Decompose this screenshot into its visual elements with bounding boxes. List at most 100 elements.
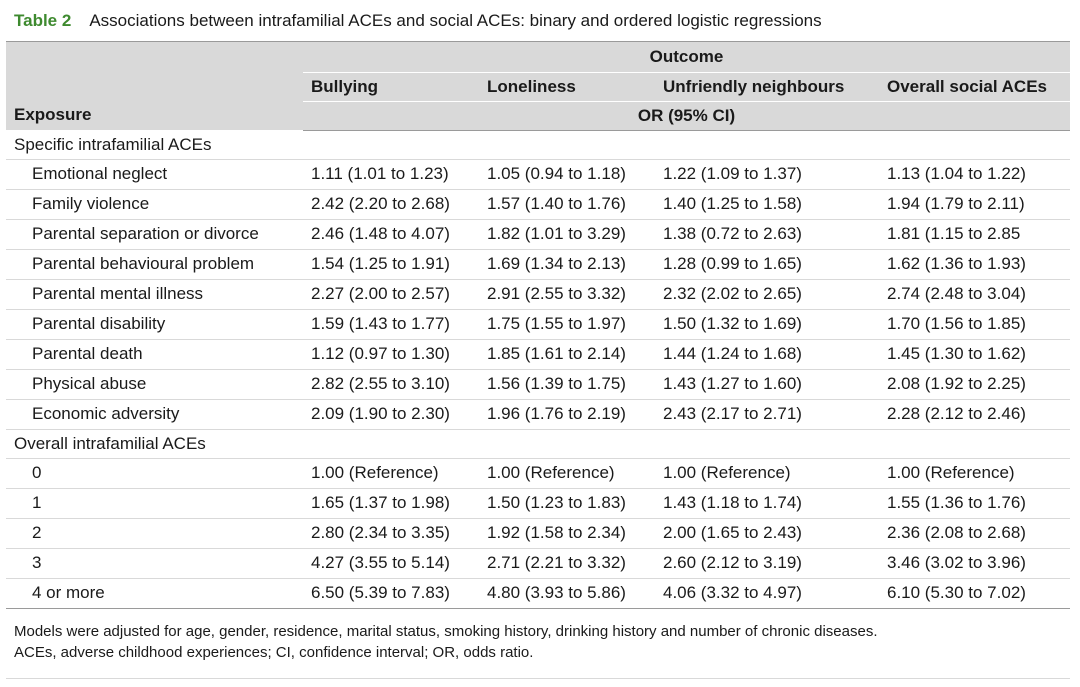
table-title: Associations between intrafamilial ACEs … bbox=[89, 10, 822, 30]
table-cell: 2.00 (1.65 to 2.43) bbox=[655, 518, 879, 549]
row-label: Family violence bbox=[6, 189, 303, 220]
column-header-overall-social-aces: Overall social ACEs bbox=[879, 72, 1070, 102]
table-cell: 1.69 (1.34 to 2.13) bbox=[479, 249, 655, 280]
table-cell: 1.54 (1.25 to 1.91) bbox=[303, 249, 479, 280]
table-cell: 1.50 (1.32 to 1.69) bbox=[655, 309, 879, 340]
table-cell: 1.70 (1.56 to 1.85) bbox=[879, 309, 1070, 340]
table-cell: 1.81 (1.15 to 2.85 bbox=[879, 219, 1070, 250]
table-cell: 1.40 (1.25 to 1.58) bbox=[655, 189, 879, 220]
row-label: 3 bbox=[6, 548, 303, 579]
section-title: Overall intrafamilial ACEs bbox=[6, 429, 1070, 459]
section-title: Specific intrafamilial ACEs bbox=[6, 130, 1070, 160]
row-label: Emotional neglect bbox=[6, 159, 303, 190]
row-label: Parental behavioural problem bbox=[6, 249, 303, 280]
table-label: Table 2 bbox=[14, 10, 72, 30]
table-row: Parental death 1.12 (0.97 to 1.30) 1.85 (1… bbox=[6, 339, 1070, 370]
table-cell: 1.05 (0.94 to 1.18) bbox=[479, 159, 655, 190]
table-cell: 1.13 (1.04 to 1.22) bbox=[879, 159, 1070, 190]
footnote-adjustment: Models were adjusted for age, gender, re… bbox=[14, 622, 878, 640]
table-row: 0 1.00 (Reference) 1.00 (Reference) 1.00 (R… bbox=[6, 458, 1070, 489]
table-row: Physical abuse 2.82 (2.55 to 3.10) 1.56 (1… bbox=[6, 369, 1070, 400]
table-cell: 1.50 (1.23 to 1.83) bbox=[479, 488, 655, 519]
table-cell: 1.75 (1.55 to 1.97) bbox=[479, 309, 655, 340]
row-label: Parental death bbox=[6, 339, 303, 370]
bottom-rule bbox=[6, 678, 1070, 679]
results-table: Exposure Outcome Bullying Loneliness Unf… bbox=[6, 42, 1070, 609]
table-row: Parental mental illness 2.27 (2.00 to 2.5… bbox=[6, 279, 1070, 310]
table-cell: 2.28 (2.12 to 2.46) bbox=[879, 399, 1070, 430]
table-cell: 2.71 (2.21 to 3.32) bbox=[479, 548, 655, 579]
table-cell: 1.44 (1.24 to 1.68) bbox=[655, 339, 879, 370]
row-label: Economic adversity bbox=[6, 399, 303, 430]
table-cell: 4.80 (3.93 to 5.86) bbox=[479, 578, 655, 609]
table-cell: 1.43 (1.27 to 1.60) bbox=[655, 369, 879, 400]
section-row: Specific intrafamilial ACEs bbox=[6, 130, 1070, 160]
table-row: Parental behavioural problem 1.54 (1.25 t… bbox=[6, 249, 1070, 280]
table-cell: 1.00 (Reference) bbox=[655, 458, 879, 489]
table-row: Parental separation or divorce 2.46 (1.48… bbox=[6, 219, 1070, 250]
table-cell: 2.91 (2.55 to 3.32) bbox=[479, 279, 655, 310]
table-cell: 2.36 (2.08 to 2.68) bbox=[879, 518, 1070, 549]
table-cell: 1.65 (1.37 to 1.98) bbox=[303, 488, 479, 519]
row-label: 2 bbox=[6, 518, 303, 549]
or-ci-header: OR (95% CI) bbox=[303, 101, 1070, 131]
table-cell: 2.46 (1.48 to 4.07) bbox=[303, 219, 479, 250]
table-row: 4 or more 6.50 (5.39 to 7.83) 4.80 (3.93 t… bbox=[6, 578, 1070, 609]
table-body: Specific intrafamilial ACEs Emotional neg… bbox=[6, 130, 1070, 609]
column-header-bullying: Bullying bbox=[303, 72, 479, 102]
table-cell: 1.59 (1.43 to 1.77) bbox=[303, 309, 479, 340]
table-cell: 1.45 (1.30 to 1.62) bbox=[879, 339, 1070, 370]
table-row: 2 2.80 (2.34 to 3.35) 1.92 (1.58 to 2.34) 2… bbox=[6, 518, 1070, 549]
row-label: 0 bbox=[6, 458, 303, 489]
table-cell: 1.28 (0.99 to 1.65) bbox=[655, 249, 879, 280]
row-label: Physical abuse bbox=[6, 369, 303, 400]
table-cell: 1.96 (1.76 to 2.19) bbox=[479, 399, 655, 430]
table-cell: 1.85 (1.61 to 2.14) bbox=[479, 339, 655, 370]
table-row: Family violence 2.42 (2.20 to 2.68) 1.57 (… bbox=[6, 189, 1070, 220]
table-row: 3 4.27 (3.55 to 5.14) 2.71 (2.21 to 3.32) 2… bbox=[6, 548, 1070, 579]
row-label: 1 bbox=[6, 488, 303, 519]
table-cell: 3.46 (3.02 to 3.96) bbox=[879, 548, 1070, 579]
row-label: Parental mental illness bbox=[6, 279, 303, 310]
table-cell: 2.32 (2.02 to 2.65) bbox=[655, 279, 879, 310]
table-cell: 2.74 (2.48 to 3.04) bbox=[879, 279, 1070, 310]
table-footnotes: Models were adjusted for age, gender, re… bbox=[6, 609, 1070, 663]
table-cell: 1.94 (1.79 to 2.11) bbox=[879, 189, 1070, 220]
row-label: Parental separation or divorce bbox=[6, 219, 303, 250]
table-caption: Table 2 Associations between intrafamili… bbox=[6, 0, 1070, 42]
table-cell: 1.00 (Reference) bbox=[303, 458, 479, 489]
table-cell: 2.82 (2.55 to 3.10) bbox=[303, 369, 479, 400]
table-row: Emotional neglect 1.11 (1.01 to 1.23) 1.05… bbox=[6, 159, 1070, 190]
table-header: Exposure Outcome Bullying Loneliness Unf… bbox=[6, 42, 1070, 131]
table-cell: 2.80 (2.34 to 3.35) bbox=[303, 518, 479, 549]
row-label: 4 or more bbox=[6, 578, 303, 609]
column-header-loneliness: Loneliness bbox=[479, 72, 655, 102]
section-row: Overall intrafamilial ACEs bbox=[6, 429, 1070, 459]
table-row: 1 1.65 (1.37 to 1.98) 1.50 (1.23 to 1.83) 1… bbox=[6, 488, 1070, 519]
table-cell: 1.62 (1.36 to 1.93) bbox=[879, 249, 1070, 280]
table-cell: 1.12 (0.97 to 1.30) bbox=[303, 339, 479, 370]
table-cell: 2.09 (1.90 to 2.30) bbox=[303, 399, 479, 430]
column-header-unfriendly-neighbours: Unfriendly neighbours bbox=[655, 72, 879, 102]
table-cell: 4.27 (3.55 to 5.14) bbox=[303, 548, 479, 579]
table-cell: 1.00 (Reference) bbox=[479, 458, 655, 489]
table-cell: 1.92 (1.58 to 2.34) bbox=[479, 518, 655, 549]
table-cell: 1.00 (Reference) bbox=[879, 458, 1070, 489]
table-cell: 6.50 (5.39 to 7.83) bbox=[303, 578, 479, 609]
table-row: Economic adversity 2.09 (1.90 to 2.30) 1.9… bbox=[6, 399, 1070, 430]
table-cell: 4.06 (3.32 to 4.97) bbox=[655, 578, 879, 609]
table-row: Parental disability 1.59 (1.43 to 1.77) 1.… bbox=[6, 309, 1070, 340]
table-cell: 1.38 (0.72 to 2.63) bbox=[655, 219, 879, 250]
table-cell: 2.42 (2.20 to 2.68) bbox=[303, 189, 479, 220]
table-cell: 2.60 (2.12 to 3.19) bbox=[655, 548, 879, 579]
table-cell: 2.43 (2.17 to 2.71) bbox=[655, 399, 879, 430]
row-label: Parental disability bbox=[6, 309, 303, 340]
outcome-header: Outcome bbox=[303, 42, 1070, 73]
table-cell: 2.08 (1.92 to 2.25) bbox=[879, 369, 1070, 400]
table-cell: 1.11 (1.01 to 1.23) bbox=[303, 159, 479, 190]
table-cell: 2.27 (2.00 to 2.57) bbox=[303, 279, 479, 310]
table-cell: 1.43 (1.18 to 1.74) bbox=[655, 488, 879, 519]
table-cell: 1.22 (1.09 to 1.37) bbox=[655, 159, 879, 190]
table-cell: 1.56 (1.39 to 1.75) bbox=[479, 369, 655, 400]
